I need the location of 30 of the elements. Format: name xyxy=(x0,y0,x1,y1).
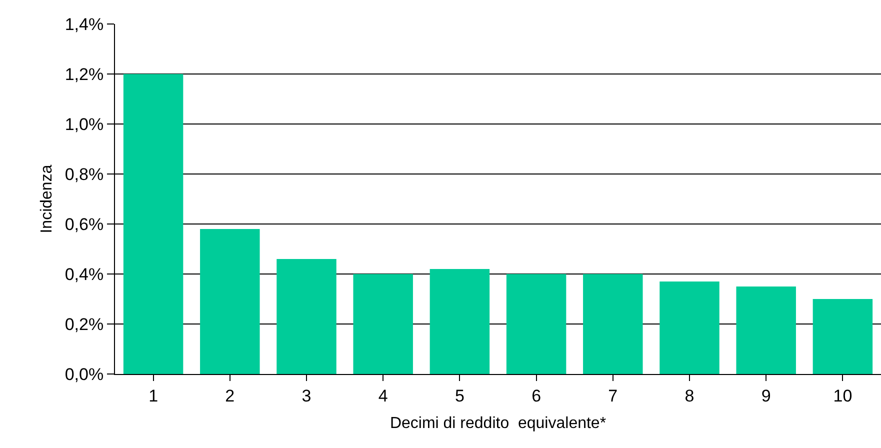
x-tick-label: 8 xyxy=(684,386,694,406)
bar xyxy=(660,282,720,374)
bar xyxy=(583,274,643,374)
x-tick-label: 9 xyxy=(761,386,771,406)
y-axis-title: Incidenza xyxy=(38,164,56,234)
bar xyxy=(736,286,796,374)
x-tick-label: 5 xyxy=(454,386,464,406)
bar xyxy=(200,229,260,374)
bar xyxy=(123,74,184,374)
y-tick-label: 1,0% xyxy=(64,114,104,134)
bar xyxy=(506,274,566,374)
x-axis-title: Decimi di reddito equivalente* xyxy=(390,415,606,432)
x-tick-label: 2 xyxy=(225,386,235,406)
y-tick-label: 0,2% xyxy=(64,314,104,334)
x-tick-label: 3 xyxy=(302,386,312,406)
x-tick-label: 6 xyxy=(532,386,542,406)
y-tick-label: 0,6% xyxy=(64,214,104,234)
bar xyxy=(430,269,490,374)
y-tick-label: 1,2% xyxy=(64,64,104,84)
y-tick-label: 1,4% xyxy=(64,14,104,34)
y-tick-label: 0,8% xyxy=(64,164,104,184)
y-tick-label: 0,4% xyxy=(64,264,104,284)
x-tick-label: 10 xyxy=(833,386,852,406)
bar xyxy=(353,274,413,374)
x-tick-label: 7 xyxy=(608,386,618,406)
bar xyxy=(276,259,336,374)
bar xyxy=(812,299,873,374)
x-tick-label: 4 xyxy=(378,386,388,406)
y-tick-label: 0,0% xyxy=(64,364,104,384)
x-tick-label: 1 xyxy=(148,386,158,406)
